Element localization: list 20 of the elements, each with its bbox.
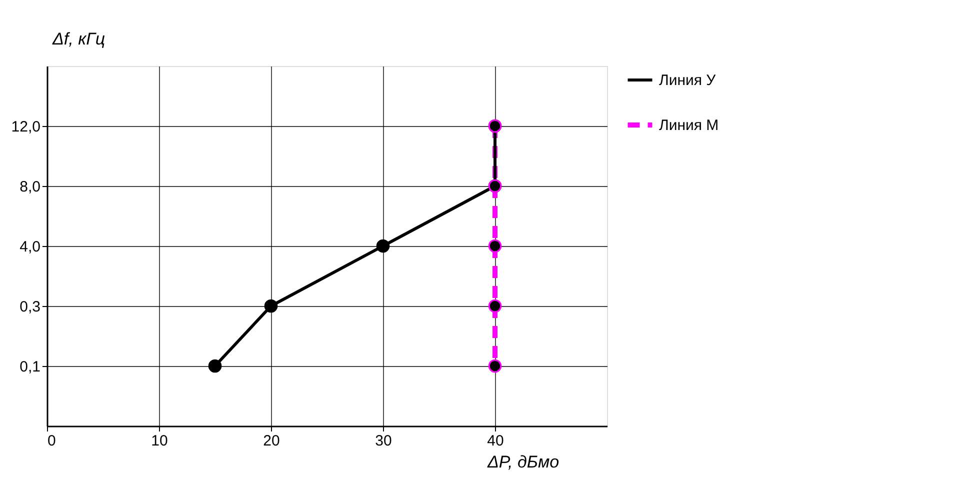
y-tick-label: 0,3: [20, 298, 40, 316]
x-tick-label: 0: [48, 432, 56, 450]
x-tick-label: 30: [375, 432, 392, 450]
point: [376, 239, 390, 253]
x-tick-label: 40: [487, 432, 504, 450]
y-tick-label: 4,0: [20, 238, 40, 256]
legend-label: Линия У: [659, 72, 716, 89]
point: [488, 359, 502, 373]
y-tick-label: 12,0: [11, 118, 40, 136]
x-tick-label: 20: [263, 432, 280, 450]
y-axis-title: Δf, кГц: [52, 30, 106, 48]
legend-label: Линия М: [659, 117, 719, 134]
y-tick-label: 0,1: [20, 358, 40, 376]
x-axis-title: ΔP, дБмо: [486, 452, 560, 472]
y-tick-label: 8,0: [20, 178, 40, 196]
point: [488, 299, 502, 313]
x-tick-label: 10: [151, 432, 168, 450]
point: [488, 239, 502, 253]
point: [264, 299, 278, 313]
point: [208, 359, 222, 373]
